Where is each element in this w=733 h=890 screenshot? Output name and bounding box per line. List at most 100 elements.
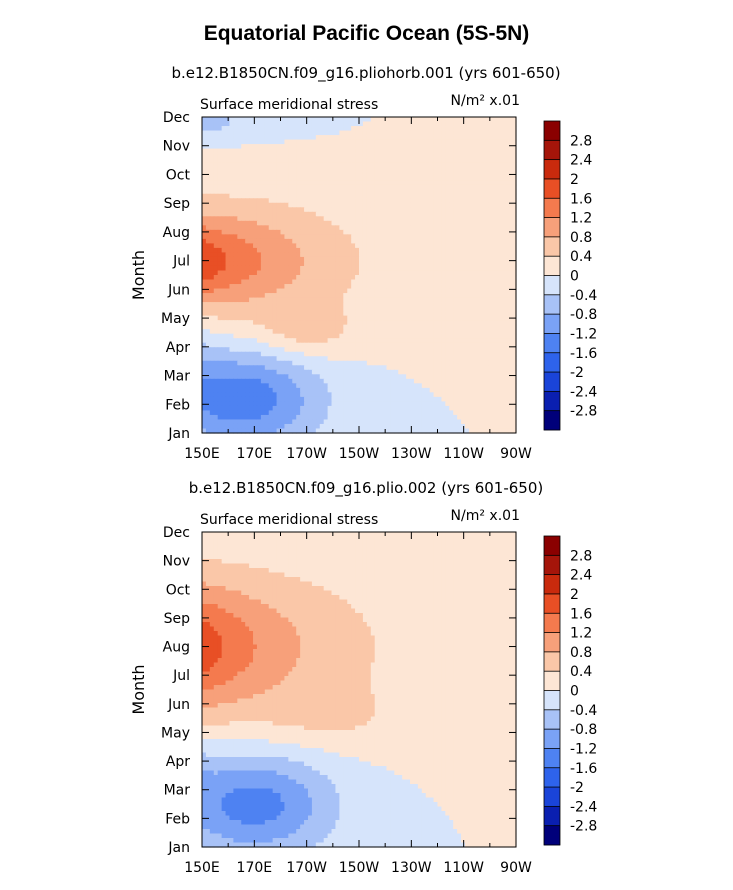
contour-cell (339, 351, 344, 357)
contour-cell (276, 139, 282, 145)
contour-cell (221, 261, 227, 267)
contour-cell (331, 320, 337, 326)
contour-cell (386, 356, 391, 362)
contour-cell (429, 329, 435, 335)
contour-cell (437, 202, 443, 208)
contour-cell (249, 175, 254, 181)
contour-cell (472, 261, 478, 267)
contour-cell (394, 315, 399, 321)
contour-cell (225, 293, 231, 299)
contour-cell (241, 351, 246, 357)
contour-cell (272, 247, 278, 254)
contour-cell (355, 297, 360, 303)
contour-cell (213, 189, 219, 195)
contour-cell (508, 378, 513, 384)
contour-cell (366, 189, 372, 195)
contour-cell (362, 202, 368, 208)
contour-cell (449, 126, 454, 132)
contour-cell (453, 256, 458, 263)
contour-cell (413, 374, 419, 380)
contour-cell (268, 166, 274, 172)
contour-cell (213, 279, 219, 285)
contour-cell (382, 387, 388, 393)
contour-cell (276, 297, 282, 303)
contour-cell (374, 162, 380, 168)
contour-cell (413, 275, 419, 281)
contour-cell (492, 202, 497, 208)
contour-cell (327, 225, 333, 231)
contour-cell (209, 315, 215, 321)
contour-cell (398, 121, 403, 127)
contour-cell (272, 220, 278, 226)
contour-cell (437, 342, 443, 348)
contour-cell (355, 121, 360, 127)
contour-cell (488, 306, 494, 312)
contour-cell (241, 180, 246, 186)
contour-cell (421, 338, 427, 344)
contour-cell (260, 360, 266, 366)
contour-cell (276, 144, 282, 150)
contour-cell (331, 211, 337, 217)
contour-cell (500, 135, 505, 141)
contour-cell (476, 216, 482, 222)
contour-cell (253, 225, 258, 231)
contour-cell (402, 157, 407, 163)
contour-cell (221, 387, 227, 393)
contour-cell (386, 265, 391, 272)
contour-cell (402, 153, 407, 159)
contour-cell (268, 126, 274, 132)
contour-cell (437, 229, 443, 235)
contour-cell (433, 238, 439, 244)
contour-cell (488, 365, 494, 371)
contour-cell (461, 243, 466, 249)
contour-cell (209, 139, 215, 145)
contour-cell (355, 315, 360, 321)
contour-cell (386, 378, 391, 384)
contour-cell (374, 247, 380, 254)
contour-cell (272, 211, 278, 217)
contour-cell (429, 175, 435, 181)
contour-cell (476, 342, 482, 348)
contour-cell (500, 247, 505, 254)
contour-cell (288, 117, 293, 123)
contour-cell (221, 148, 227, 154)
contour-cell (292, 211, 297, 217)
contour-cell (264, 297, 270, 303)
contour-cell (480, 234, 486, 240)
contour-cell (362, 351, 368, 357)
contour-cell (319, 284, 325, 290)
contour-cell (457, 175, 462, 181)
contour-cell (413, 247, 419, 254)
contour-cell (378, 311, 384, 317)
contour-cell (425, 198, 431, 204)
contour-cell (492, 256, 497, 263)
contour-cell (461, 211, 466, 217)
contour-cell (449, 202, 454, 208)
contour-cell (205, 207, 211, 213)
contour-cell (253, 347, 258, 353)
contour-cell (512, 225, 517, 231)
contour-cell (327, 356, 333, 362)
contour-cell (292, 293, 297, 299)
contour-cell (386, 351, 391, 357)
contour-cell (311, 184, 317, 190)
contour-cell (461, 171, 466, 177)
contour-cell (221, 220, 227, 226)
contour-cell (496, 220, 501, 226)
contour-cell (410, 238, 415, 244)
contour-cell (492, 333, 497, 339)
contour-cell (457, 162, 462, 168)
contour-cell (417, 135, 423, 141)
contour-cell (205, 324, 211, 330)
contour-cell (315, 369, 321, 375)
contour-cell (245, 135, 250, 141)
contour-cell (323, 243, 329, 249)
contour-cell (437, 211, 443, 217)
contour-cell (229, 175, 234, 181)
contour-cell (476, 315, 482, 321)
contour-cell (464, 387, 470, 393)
contour-cell (347, 374, 352, 380)
contour-cell (304, 265, 309, 272)
contour-cell (343, 392, 348, 398)
contour-cell (390, 162, 395, 168)
